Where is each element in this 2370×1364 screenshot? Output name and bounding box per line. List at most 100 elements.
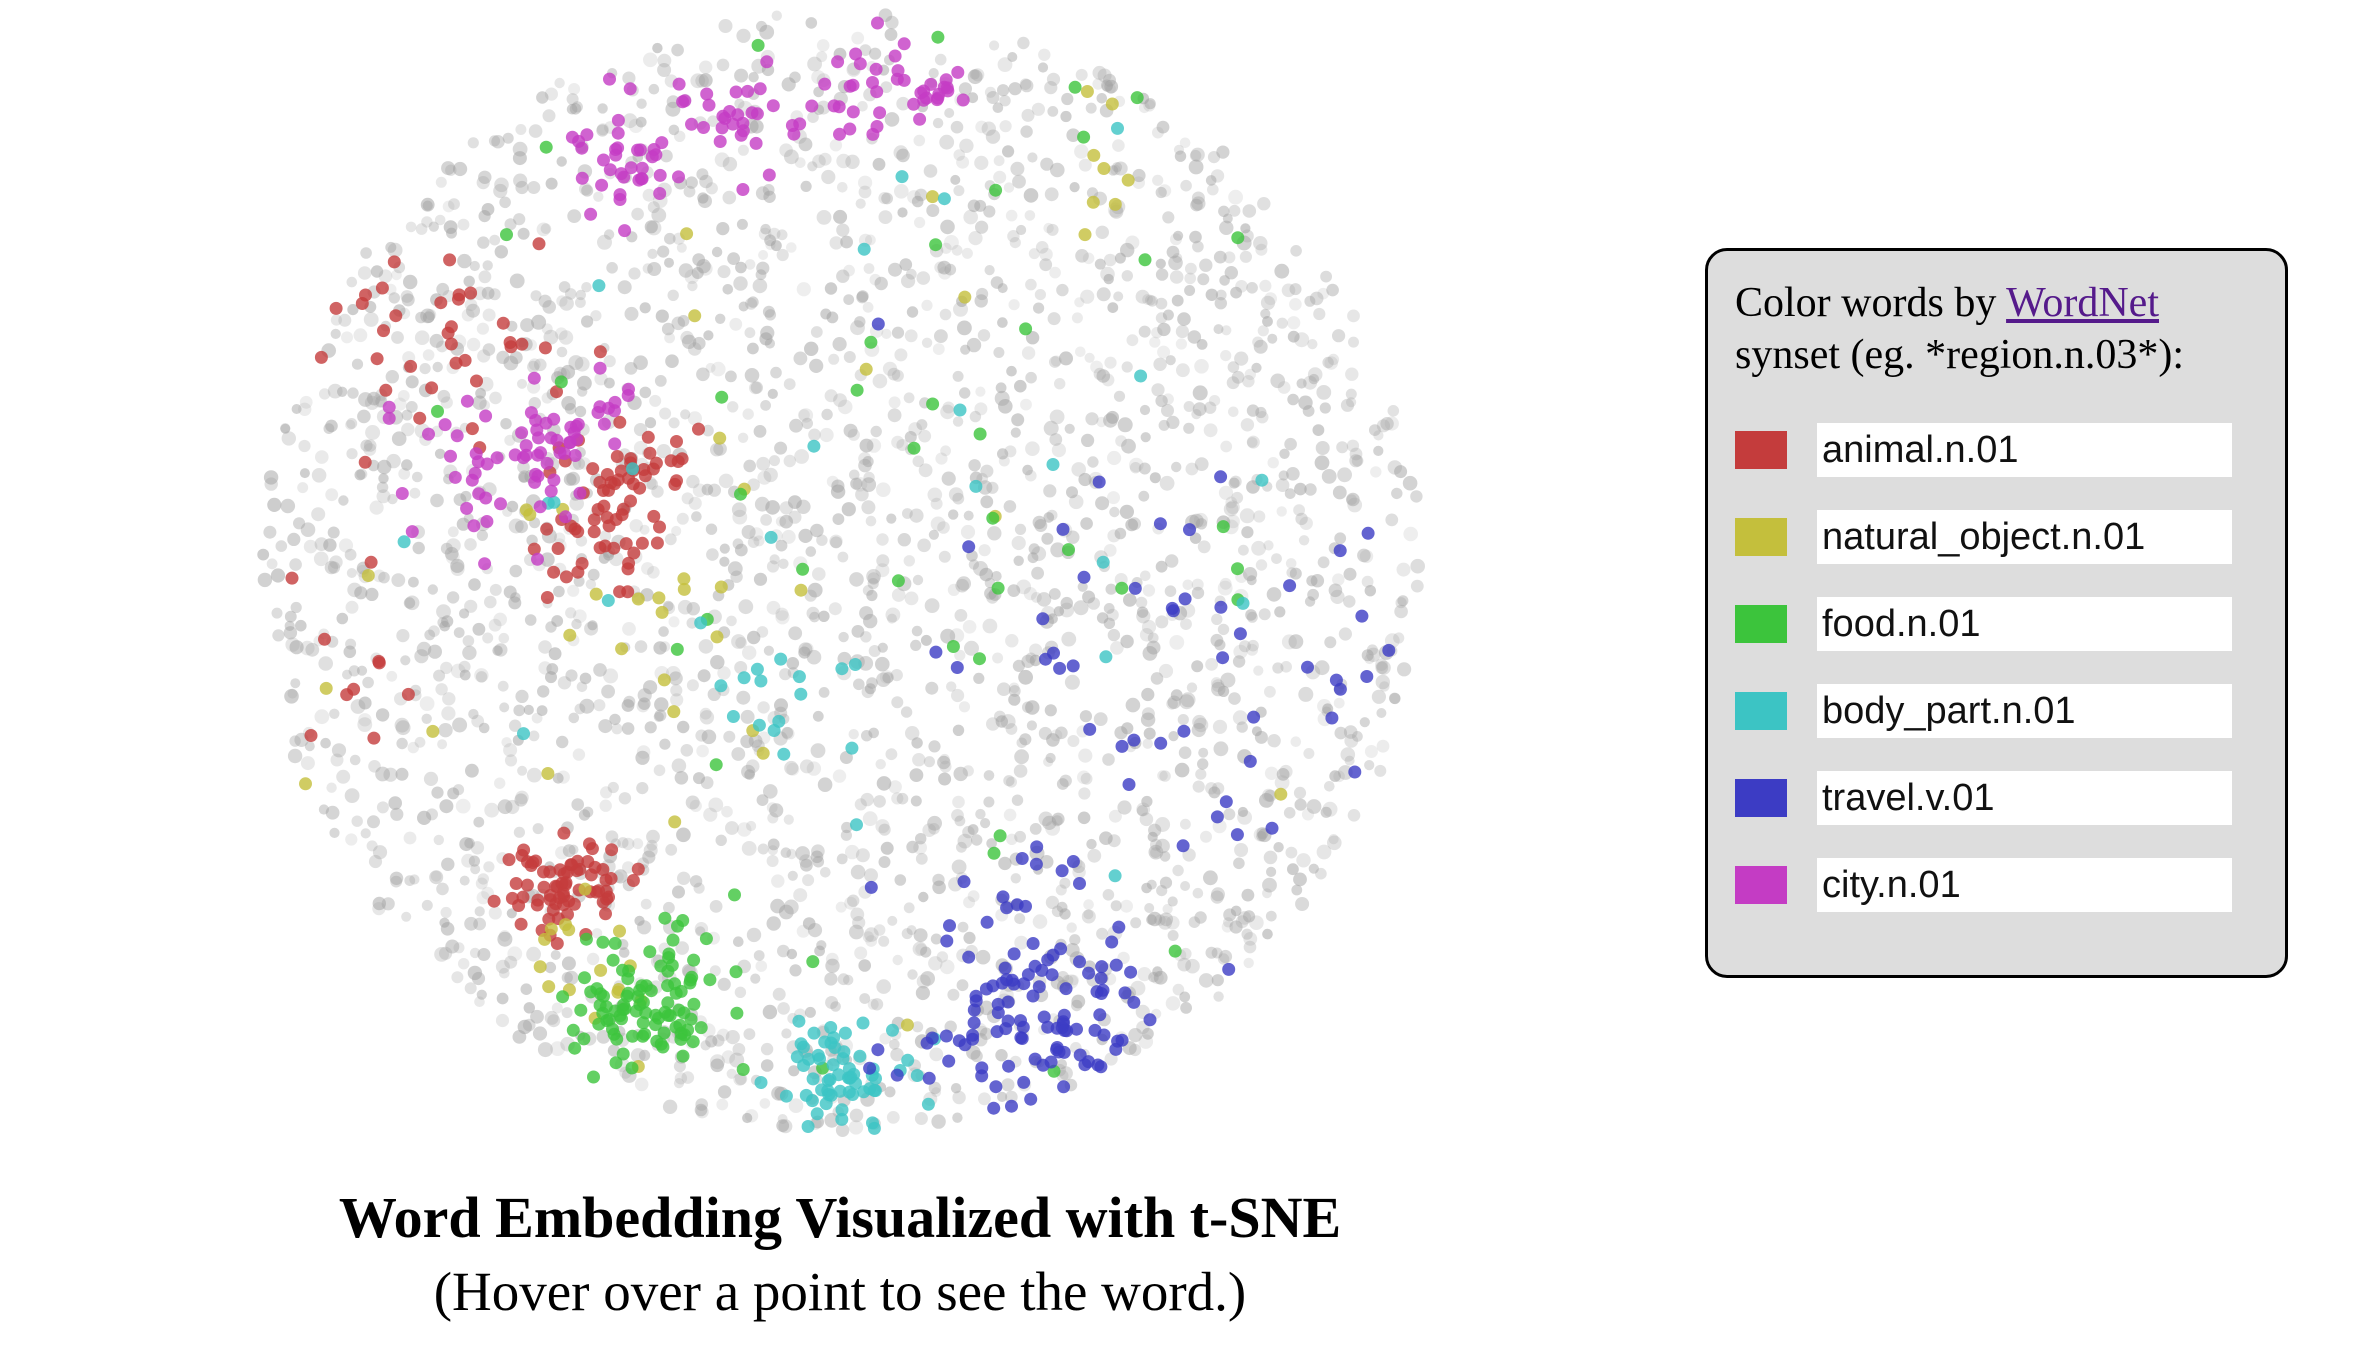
point-food-n-01[interactable] — [638, 1027, 652, 1041]
background-point[interactable] — [1006, 833, 1018, 845]
background-point[interactable] — [618, 792, 632, 805]
point-food-n-01[interactable] — [929, 238, 943, 252]
background-point[interactable] — [952, 1090, 966, 1105]
point-animal-n-01[interactable] — [443, 253, 457, 267]
background-point[interactable] — [1110, 641, 1124, 655]
background-point[interactable] — [705, 1035, 718, 1048]
background-point[interactable] — [287, 688, 298, 699]
point-food-n-01[interactable] — [643, 945, 657, 959]
background-point[interactable] — [915, 833, 927, 845]
background-point[interactable] — [711, 361, 726, 377]
background-point[interactable] — [888, 396, 901, 409]
background-point[interactable] — [910, 795, 922, 807]
background-point[interactable] — [417, 810, 432, 826]
background-point[interactable] — [520, 318, 535, 333]
background-point[interactable] — [499, 967, 510, 979]
background-point[interactable] — [746, 927, 762, 943]
background-point[interactable] — [1138, 462, 1151, 475]
background-point[interactable] — [1329, 770, 1341, 782]
point-animal-n-01[interactable] — [565, 858, 579, 872]
background-point[interactable] — [861, 500, 876, 515]
background-point[interactable] — [1330, 589, 1345, 605]
background-point[interactable] — [912, 455, 925, 468]
point-city-n-01[interactable] — [645, 150, 659, 164]
background-point[interactable] — [837, 973, 850, 986]
point-body-part-n-01[interactable] — [901, 1053, 915, 1067]
point-natural-object-n-01[interactable] — [652, 591, 666, 605]
background-point[interactable] — [828, 353, 840, 365]
background-point[interactable] — [581, 184, 594, 197]
background-point[interactable] — [794, 157, 806, 169]
background-point[interactable] — [478, 170, 492, 184]
background-point[interactable] — [753, 950, 765, 961]
background-point[interactable] — [951, 859, 967, 875]
background-point[interactable] — [566, 471, 581, 486]
background-point[interactable] — [786, 657, 800, 670]
point-body-part-n-01[interactable] — [1255, 473, 1269, 487]
background-point[interactable] — [1346, 492, 1360, 507]
background-point[interactable] — [908, 422, 923, 436]
point-body-part-n-01[interactable] — [867, 1083, 881, 1097]
point-travel-v-01[interactable] — [940, 934, 954, 948]
background-point[interactable] — [1285, 846, 1298, 859]
background-point[interactable] — [725, 370, 737, 383]
point-travel-v-01[interactable] — [1325, 711, 1339, 725]
background-point[interactable] — [1230, 905, 1242, 917]
point-food-n-01[interactable] — [986, 511, 1000, 525]
point-travel-v-01[interactable] — [920, 1036, 934, 1050]
background-point[interactable] — [591, 928, 603, 939]
background-point[interactable] — [415, 311, 427, 324]
background-point[interactable] — [574, 356, 590, 372]
background-point[interactable] — [1375, 658, 1388, 671]
background-point[interactable] — [1219, 220, 1234, 235]
background-point[interactable] — [993, 347, 1005, 358]
background-point[interactable] — [385, 370, 399, 384]
background-point[interactable] — [530, 290, 542, 302]
background-point[interactable] — [1095, 496, 1110, 511]
background-point[interactable] — [678, 263, 694, 278]
point-animal-n-01[interactable] — [619, 537, 633, 551]
background-point[interactable] — [741, 525, 756, 539]
background-point[interactable] — [1096, 416, 1107, 428]
background-point[interactable] — [365, 425, 381, 440]
point-travel-v-01[interactable] — [1247, 710, 1261, 724]
background-point[interactable] — [1376, 739, 1390, 753]
background-point[interactable] — [817, 777, 833, 792]
background-point[interactable] — [1136, 609, 1151, 624]
point-body-part-n-01[interactable] — [1236, 596, 1250, 610]
background-point[interactable] — [289, 558, 302, 571]
background-point[interactable] — [1084, 352, 1095, 363]
background-point[interactable] — [696, 168, 709, 181]
point-travel-v-01[interactable] — [1216, 651, 1230, 665]
background-point[interactable] — [1165, 554, 1179, 568]
background-point[interactable] — [1159, 475, 1175, 491]
background-point[interactable] — [1141, 707, 1155, 721]
background-point[interactable] — [287, 748, 303, 764]
point-city-n-01[interactable] — [593, 361, 607, 375]
background-point[interactable] — [1050, 162, 1065, 178]
point-food-n-01[interactable] — [751, 38, 765, 52]
background-point[interactable] — [538, 294, 552, 308]
background-point[interactable] — [775, 516, 787, 527]
point-food-n-01[interactable] — [1115, 581, 1129, 595]
background-point[interactable] — [876, 533, 889, 546]
background-point[interactable] — [1190, 198, 1203, 212]
point-city-n-01[interactable] — [465, 473, 479, 487]
point-travel-v-01[interactable] — [1017, 1075, 1031, 1089]
point-city-n-01[interactable] — [517, 451, 530, 465]
background-point[interactable] — [311, 468, 327, 483]
background-point[interactable] — [833, 209, 848, 224]
background-point[interactable] — [281, 431, 296, 446]
background-point[interactable] — [1379, 681, 1390, 692]
background-point[interactable] — [1192, 385, 1208, 401]
point-city-n-01[interactable] — [632, 173, 646, 187]
background-point[interactable] — [405, 401, 418, 413]
point-natural-object-n-01[interactable] — [519, 503, 533, 517]
background-point[interactable] — [875, 656, 890, 672]
background-point[interactable] — [992, 652, 1004, 664]
point-travel-v-01[interactable] — [1058, 1024, 1072, 1037]
background-point[interactable] — [1348, 336, 1359, 348]
background-point[interactable] — [672, 885, 685, 899]
background-point[interactable] — [953, 149, 966, 161]
background-point[interactable] — [947, 988, 960, 1001]
